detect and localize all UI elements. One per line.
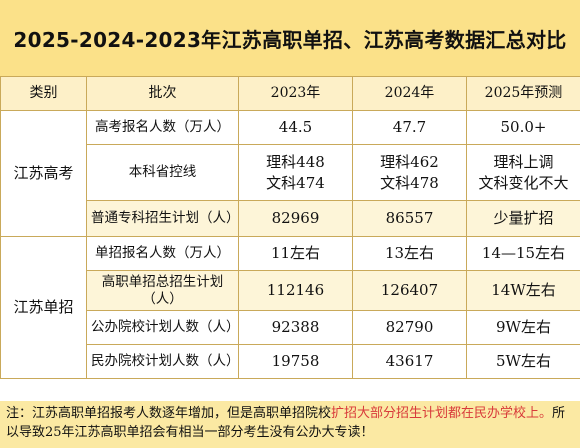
category-danzhao: 江苏单招 bbox=[0, 236, 87, 379]
cell-2025: 50.0+ bbox=[466, 110, 580, 145]
cell-2023: 11左右 bbox=[238, 236, 353, 271]
table-row: 公办院校计划人数（人） 92388 82790 9W左右 bbox=[1, 310, 580, 345]
row-item: 高考报名人数（万人） bbox=[86, 110, 239, 145]
header-2023: 2023年 bbox=[238, 76, 353, 111]
cell-2025: 14—15左右 bbox=[466, 236, 580, 271]
cell-2023: 19758 bbox=[238, 344, 353, 379]
footnote: 注：江苏高职单招报考人数逐年增加，但是高职单招院校扩招大部分招生计划都在民办学校… bbox=[0, 401, 580, 448]
table-row: 江苏高考 高考报名人数（万人） 44.5 47.7 50.0+ bbox=[0, 110, 580, 237]
cell-2024: 82790 bbox=[352, 310, 467, 345]
header-row: 类别 批次 2023年 2024年 2025年预测 bbox=[0, 76, 580, 111]
cell-2024: 86557 bbox=[352, 200, 467, 237]
cell-2025: 少量扩招 bbox=[466, 200, 580, 237]
table-row: 本科省控线 理科448 文科474 理科462 文科478 理科上调 文科变化不… bbox=[1, 144, 580, 201]
cell-2023: 112146 bbox=[238, 270, 353, 311]
cell-2025: 理科上调 文科变化不大 bbox=[466, 144, 580, 201]
cell-2023: 理科448 文科474 bbox=[238, 144, 353, 201]
table-row: 高职单招总招生计划（人） 112146 126407 14W左右 bbox=[1, 270, 580, 311]
cell-2024: 理科462 文科478 bbox=[352, 144, 467, 201]
header-2025: 2025年预测 bbox=[466, 76, 580, 111]
comparison-table: 类别 批次 2023年 2024年 2025年预测 江苏高考 高考报名人数（万人… bbox=[0, 76, 580, 379]
row-item: 公办院校计划人数（人） bbox=[86, 310, 240, 345]
row-item: 民办院校计划人数（人） bbox=[86, 344, 240, 379]
header-2024: 2024年 bbox=[352, 76, 467, 111]
row-item: 单招报名人数（万人） bbox=[86, 236, 239, 271]
cell-2025: 5W左右 bbox=[466, 344, 580, 379]
cell-2024: 126407 bbox=[352, 270, 467, 311]
table-row: 江苏单招 单招报名人数（万人） 11左右 13左右 14—15左右 bbox=[0, 236, 580, 379]
cell-2023: 82969 bbox=[238, 200, 353, 237]
header-item: 批次 bbox=[86, 76, 239, 111]
row-item: 高职单招总招生计划（人） bbox=[86, 270, 239, 311]
table-row: 普通专科招生计划（人） 82969 86557 少量扩招 bbox=[1, 200, 580, 237]
footnote-text-end: 所以导致25年江苏高职单招会有相当一部分考生没有公办大专读！ bbox=[6, 406, 566, 440]
row-item: 普通专科招生计划（人） bbox=[86, 200, 240, 237]
cell-2023: 92388 bbox=[238, 310, 353, 345]
cell-2025: 9W左右 bbox=[466, 310, 580, 345]
table-row: 民办院校计划人数（人） 19758 43617 5W左右 bbox=[1, 344, 580, 379]
category-gaokao: 江苏高考 bbox=[0, 110, 87, 237]
cell-2023: 44.5 bbox=[238, 110, 353, 145]
cell-2024: 43617 bbox=[352, 344, 467, 379]
page-title: 2025-2024-2023年江苏高职单招、江苏高考数据汇总对比 bbox=[0, 0, 580, 76]
cell-2024: 47.7 bbox=[352, 110, 467, 145]
footnote-highlight: 扩招大部分招生计划都在民办学校上。 bbox=[331, 406, 553, 421]
cell-2025: 14W左右 bbox=[466, 270, 580, 311]
footnote-text: 注：江苏高职单招报考人数逐年增加，但是高职单招院校 bbox=[6, 406, 332, 421]
header-category: 类别 bbox=[0, 76, 87, 111]
cell-2024: 13左右 bbox=[352, 236, 467, 271]
row-item: 本科省控线 bbox=[86, 144, 239, 201]
